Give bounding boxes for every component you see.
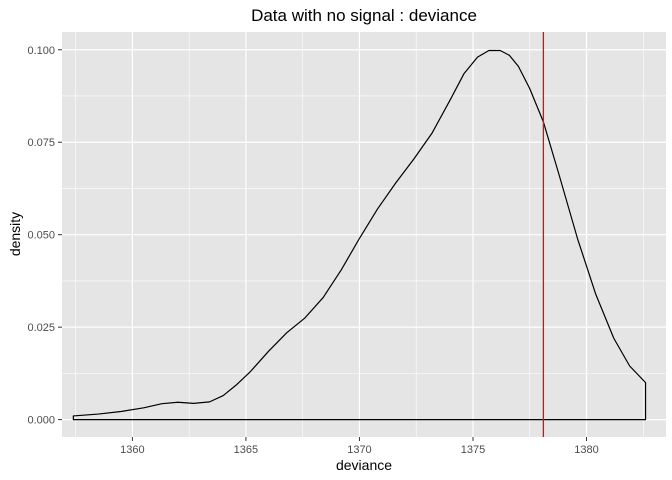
y-tick-label: 0.000 xyxy=(27,415,55,427)
x-tick-label: 1365 xyxy=(234,444,258,456)
x-axis-label: deviance xyxy=(336,457,392,473)
x-tick-label: 1370 xyxy=(347,444,371,456)
x-tick-label: 1360 xyxy=(120,444,144,456)
chart-title: Data with no signal : deviance xyxy=(251,6,477,25)
y-tick-label: 0.100 xyxy=(27,45,55,57)
axis-ticks: 1360 1365 1370 1375 1380 0.000 0.025 0.050 0.075… xyxy=(27,45,598,456)
y-tick-label: 0.025 xyxy=(27,322,55,334)
y-tick-label: 0.050 xyxy=(27,230,55,242)
density-curve xyxy=(72,49,647,421)
y-axis-label: density xyxy=(7,212,23,256)
x-tick-label: 1380 xyxy=(574,444,598,456)
x-tick-label: 1375 xyxy=(461,444,485,456)
series-layer xyxy=(72,49,647,421)
y-tick-label: 0.075 xyxy=(27,137,55,149)
